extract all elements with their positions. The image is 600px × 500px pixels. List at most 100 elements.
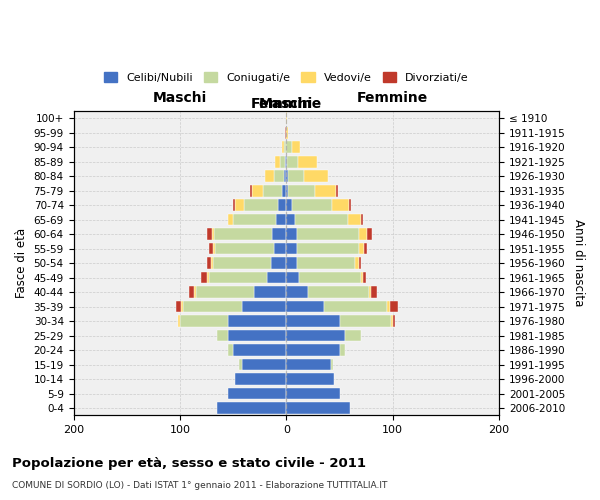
Bar	[304, 170, 328, 182]
Bar	[289, 170, 304, 182]
Bar	[209, 243, 213, 254]
Bar	[285, 156, 286, 168]
Bar	[271, 258, 286, 269]
Bar	[332, 200, 349, 211]
Bar	[244, 200, 278, 211]
Bar	[250, 185, 252, 196]
Bar	[361, 272, 363, 283]
Bar	[274, 243, 286, 254]
Bar	[285, 127, 286, 138]
Bar	[286, 374, 334, 385]
Bar	[228, 344, 233, 356]
Bar	[349, 200, 351, 211]
Bar	[254, 286, 286, 298]
Bar	[278, 200, 286, 211]
Bar	[297, 258, 355, 269]
Text: Popolazione per età, sesso e stato civile - 2011: Popolazione per età, sesso e stato civil…	[12, 458, 366, 470]
Bar	[371, 286, 377, 298]
Bar	[286, 112, 287, 124]
Bar	[284, 170, 286, 182]
Bar	[242, 359, 286, 370]
Bar	[242, 301, 286, 312]
Bar	[228, 388, 286, 400]
Text: COMUNE DI SORDIO (LO) - Dati ISTAT 1° gennaio 2011 - Elaborazione TUTTITALIA.IT: COMUNE DI SORDIO (LO) - Dati ISTAT 1° ge…	[12, 480, 388, 490]
Bar	[289, 185, 315, 196]
Bar	[280, 156, 285, 168]
Bar	[292, 142, 300, 153]
Text: Femmine: Femmine	[357, 91, 428, 105]
Bar	[286, 272, 299, 283]
Bar	[274, 170, 284, 182]
Bar	[286, 388, 340, 400]
Bar	[217, 330, 228, 342]
Bar	[308, 286, 369, 298]
Bar	[235, 200, 244, 211]
Bar	[181, 301, 183, 312]
Bar	[345, 330, 361, 342]
Bar	[228, 214, 233, 226]
Bar	[235, 374, 286, 385]
Bar	[337, 185, 338, 196]
Bar	[286, 156, 287, 168]
Bar	[323, 301, 388, 312]
Bar	[217, 402, 286, 414]
Bar	[183, 301, 242, 312]
Bar	[196, 286, 254, 298]
Bar	[209, 272, 267, 283]
Bar	[348, 214, 361, 226]
Bar	[297, 243, 359, 254]
Bar	[286, 243, 297, 254]
Bar	[275, 214, 286, 226]
Bar	[212, 228, 214, 240]
Bar	[215, 243, 274, 254]
Text: Maschi: Maschi	[259, 97, 313, 111]
Bar	[295, 214, 348, 226]
Bar	[389, 301, 398, 312]
Text: Maschi: Maschi	[153, 91, 207, 105]
Bar	[331, 359, 333, 370]
Bar	[263, 185, 282, 196]
Bar	[206, 258, 211, 269]
Bar	[228, 316, 286, 327]
Bar	[359, 243, 364, 254]
Bar	[286, 301, 323, 312]
Bar	[176, 301, 181, 312]
Bar	[190, 286, 194, 298]
Bar	[252, 185, 263, 196]
Bar	[367, 228, 373, 240]
Y-axis label: Fasce di età: Fasce di età	[15, 228, 28, 298]
Bar	[359, 228, 367, 240]
Bar	[286, 330, 345, 342]
Bar	[286, 127, 289, 138]
Bar	[315, 185, 337, 196]
Bar	[180, 316, 228, 327]
Bar	[282, 142, 284, 153]
Bar	[388, 301, 389, 312]
Bar	[340, 344, 345, 356]
Bar	[361, 214, 363, 226]
Bar	[201, 272, 206, 283]
Bar	[287, 156, 298, 168]
Bar	[297, 228, 359, 240]
Bar	[286, 286, 308, 298]
Bar	[211, 258, 213, 269]
Bar	[286, 344, 340, 356]
Bar	[284, 142, 286, 153]
Bar	[298, 156, 317, 168]
Bar	[292, 200, 332, 211]
Bar	[206, 272, 209, 283]
Bar	[265, 170, 274, 182]
Bar	[213, 258, 271, 269]
Bar	[275, 156, 280, 168]
Bar	[286, 170, 289, 182]
Bar	[340, 316, 391, 327]
Bar	[286, 228, 297, 240]
Bar	[239, 359, 242, 370]
Bar	[286, 359, 331, 370]
Text: Femmine: Femmine	[251, 97, 322, 111]
Bar	[286, 316, 340, 327]
Bar	[233, 344, 286, 356]
Bar	[282, 185, 286, 196]
Bar	[272, 228, 286, 240]
Bar	[392, 316, 395, 327]
